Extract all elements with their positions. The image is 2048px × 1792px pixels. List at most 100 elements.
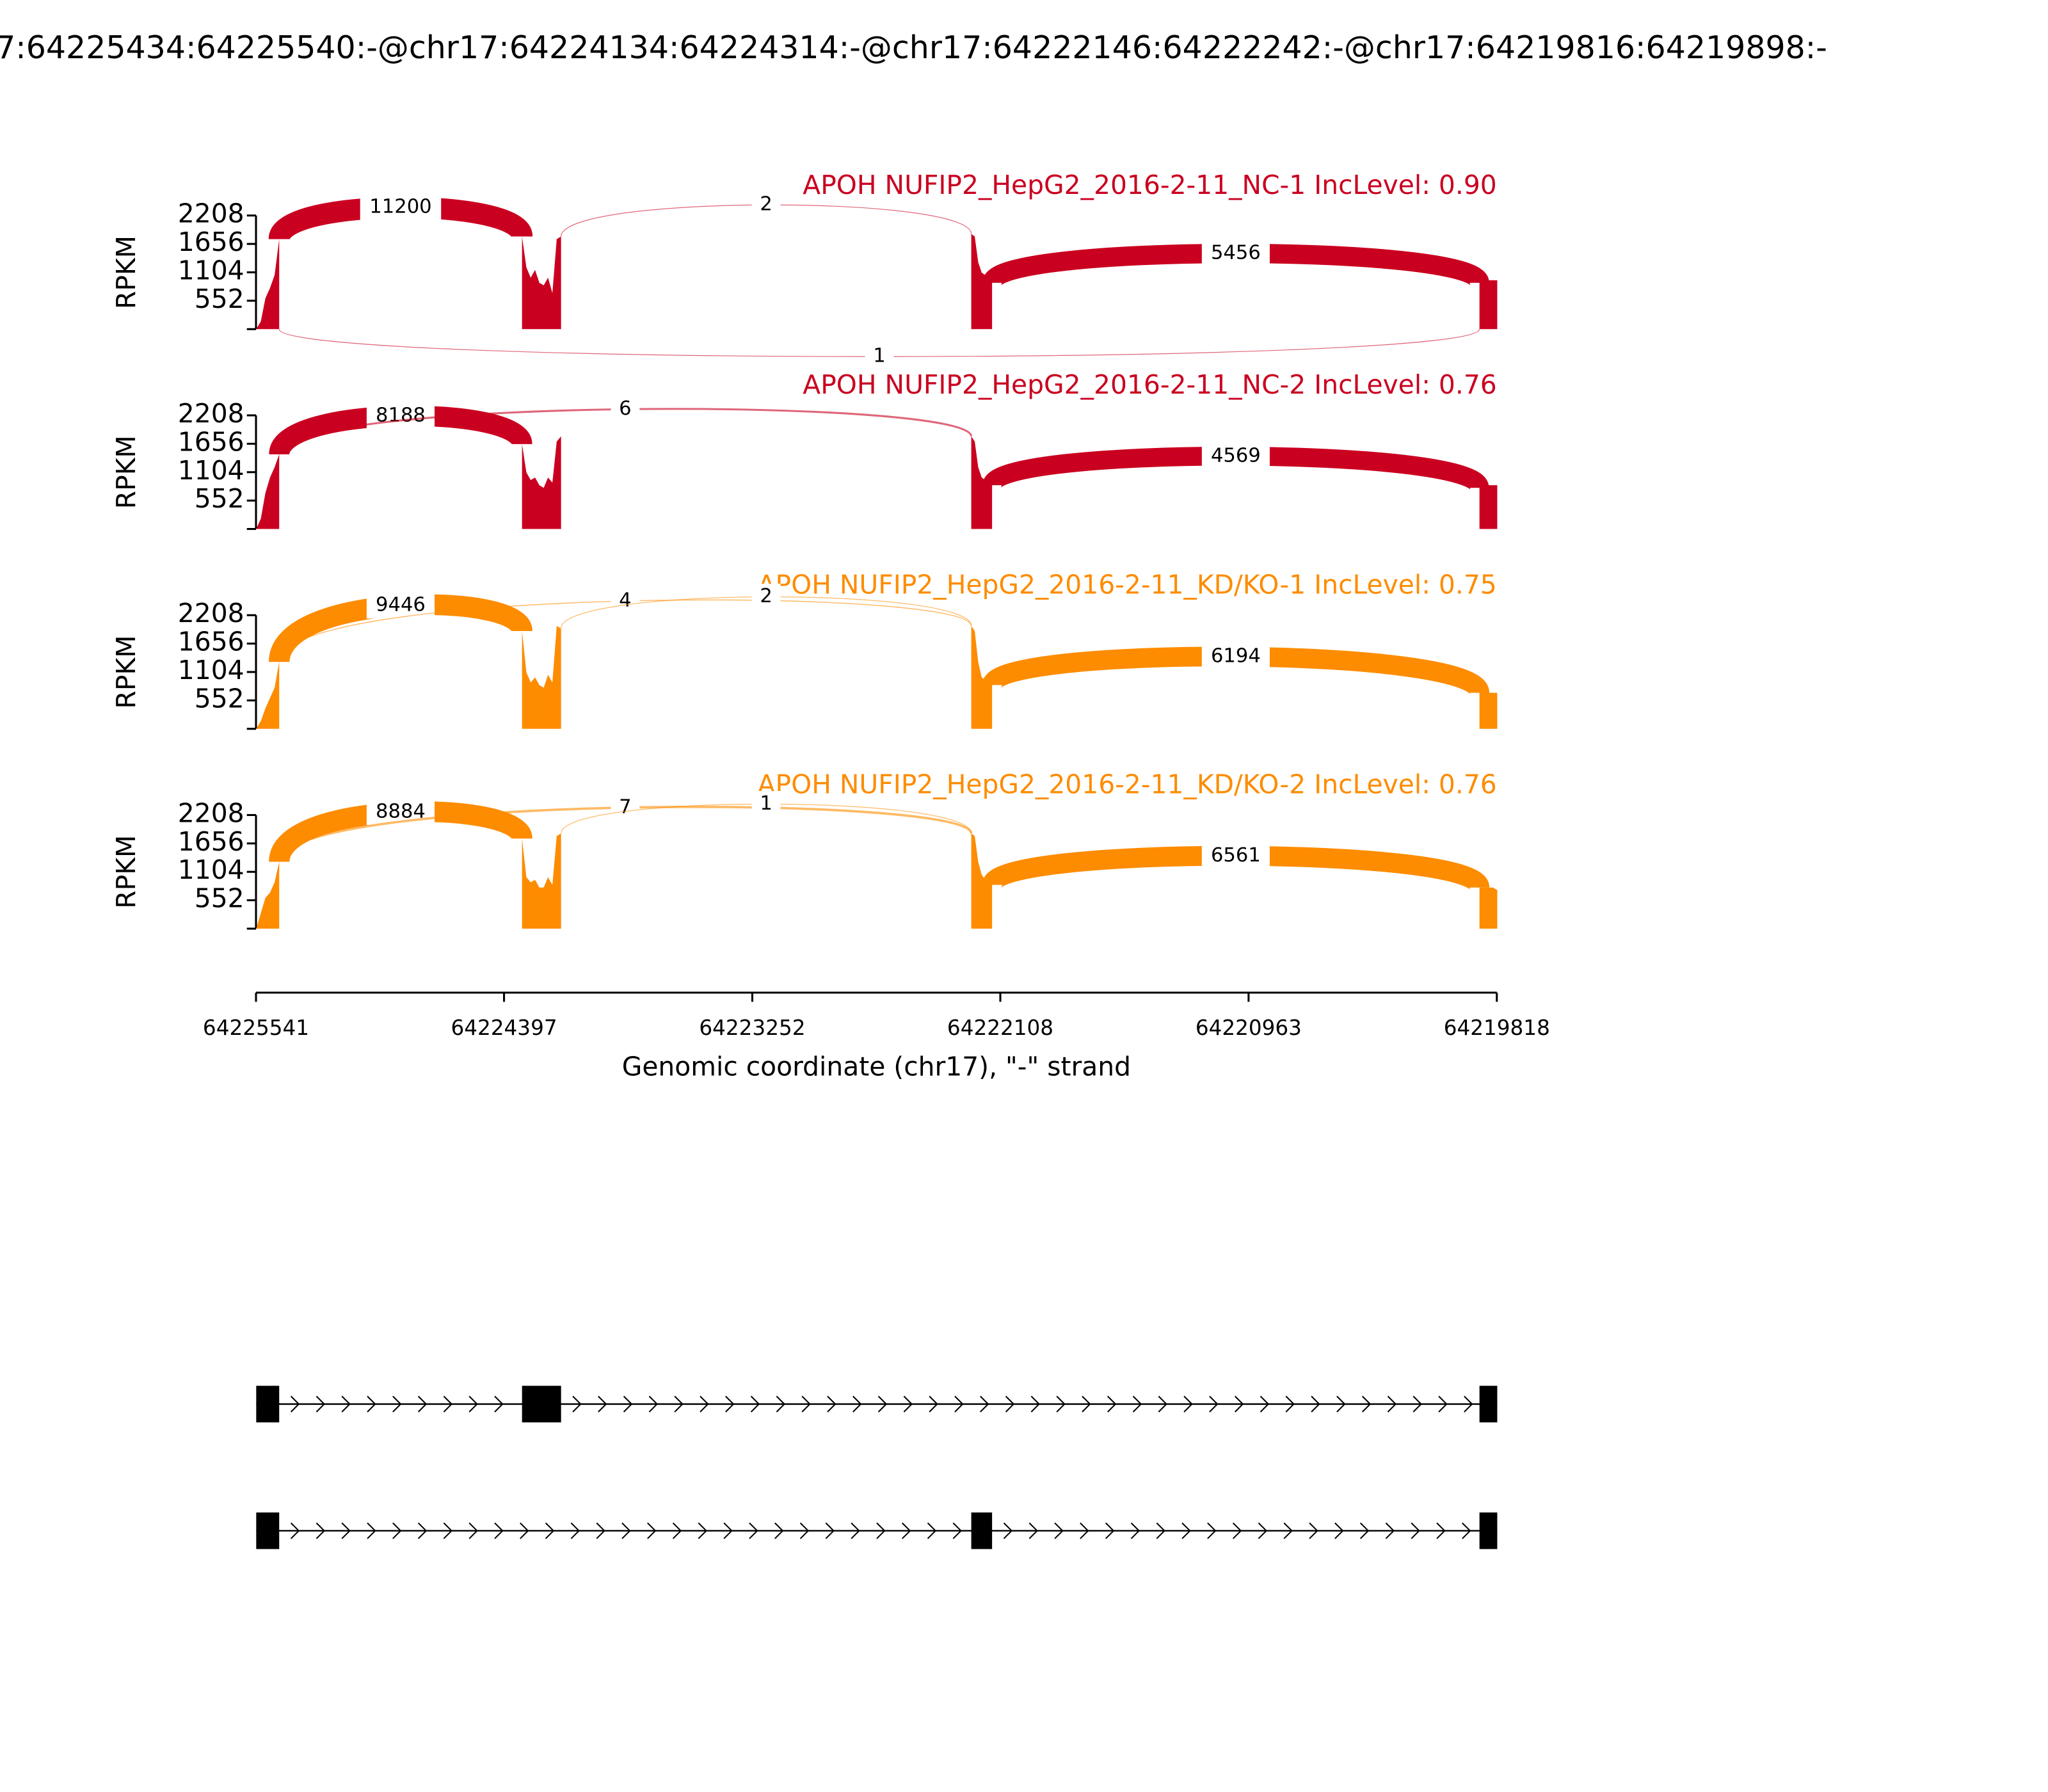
strand-arrow [1464, 1395, 1473, 1412]
junction-label: 2 [760, 193, 772, 216]
coverage [256, 454, 280, 529]
strand-arrow [750, 1395, 760, 1412]
y-tick-label: 1104 [178, 854, 244, 885]
strand-arrow [468, 1395, 478, 1412]
strand-arrow [1412, 1395, 1422, 1412]
y-tick-label: 2208 [178, 598, 244, 628]
strand-arrow [827, 1395, 836, 1412]
strand-arrow [1462, 1522, 1471, 1539]
strand-arrow [700, 1395, 709, 1412]
coverage [1479, 887, 1498, 929]
y-tick-label: 552 [195, 683, 244, 714]
panel-label: APOH NUFIP2_HepG2_2016-2-11_KD/KO-1 IncL… [758, 569, 1497, 600]
strand-arrow [623, 1395, 633, 1412]
strand-arrow [316, 1395, 326, 1412]
y-tick-label: 1656 [178, 627, 244, 657]
strand-arrow [1030, 1395, 1041, 1412]
strand-arrow [417, 1522, 428, 1539]
junction-label: 6561 [1211, 844, 1261, 867]
y-tick-label: 2208 [178, 398, 244, 429]
coverage [971, 625, 993, 729]
strand-arrow [1209, 1395, 1219, 1412]
x-tick-label: 64220963 [1196, 1016, 1302, 1040]
y-tick-label: 2208 [178, 797, 244, 828]
strand-arrow [672, 1522, 682, 1539]
strand-arrow [852, 1395, 862, 1412]
x-tick-label: 64224397 [451, 1016, 557, 1040]
junction-label-box [1201, 842, 1270, 869]
strand-arrow [1258, 1522, 1268, 1539]
strand-arrow [674, 1395, 684, 1412]
strand-arrow [392, 1395, 402, 1412]
strand-arrow [596, 1522, 605, 1539]
strand-arrow [1080, 1522, 1089, 1539]
y-axis-label: RPKM [111, 435, 141, 509]
strand-arrow [725, 1395, 735, 1412]
strand-arrow [520, 1522, 529, 1539]
strand-arrow [980, 1395, 989, 1412]
coverage [522, 833, 561, 929]
strand-arrow [290, 1522, 300, 1539]
strand-arrow [443, 1522, 453, 1539]
junction-label-box [1201, 443, 1270, 470]
strand-arrow [801, 1395, 811, 1412]
panel-label: APOH NUFIP2_HepG2_2016-2-11_NC-1 IncLeve… [803, 170, 1496, 200]
strand-arrow [1361, 1395, 1372, 1412]
junction-label-box [751, 790, 781, 817]
y-tick-label: 1104 [178, 255, 244, 286]
junction-label: 4569 [1211, 444, 1261, 467]
coverage [522, 625, 561, 729]
x-tick-label: 64222108 [947, 1016, 1053, 1040]
strand-arrow [494, 1522, 504, 1539]
strand-arrow [545, 1522, 555, 1539]
strand-arrow [1232, 1522, 1242, 1539]
panel-label: APOH NUFIP2_HepG2_2016-2-11_KD/KO-2 IncL… [758, 769, 1497, 800]
strand-arrow [1438, 1395, 1448, 1412]
strand-arrow [901, 1522, 911, 1539]
coverage [522, 436, 561, 529]
junction-label: 1 [873, 345, 885, 367]
strand-arrow [1436, 1522, 1446, 1539]
strand-arrow [1005, 1395, 1015, 1412]
strand-arrow [954, 1395, 964, 1412]
strand-arrow [1309, 1522, 1318, 1539]
y-tick-label: 1104 [178, 455, 244, 486]
junction-label-box [1201, 240, 1270, 267]
strand-arrow [927, 1522, 937, 1539]
junction-label-box [611, 396, 640, 422]
strand-arrow [903, 1395, 913, 1412]
junction-label-box [865, 343, 894, 370]
strand-arrow [392, 1522, 402, 1539]
strand-arrow [367, 1522, 376, 1539]
junction-label: 11200 [369, 196, 431, 218]
strand-arrow [494, 1395, 504, 1412]
strand-arrow [723, 1522, 733, 1539]
junction-label: 5456 [1211, 241, 1261, 264]
coverage [522, 236, 561, 330]
strand-arrow [774, 1522, 784, 1539]
strand-arrow [1411, 1522, 1420, 1539]
strand-arrow [851, 1522, 860, 1539]
panel-label: APOH NUFIP2_HepG2_2016-2-11_NC-2 IncLeve… [803, 369, 1496, 400]
strand-arrow [1107, 1395, 1117, 1412]
y-tick-label: 1656 [178, 426, 244, 457]
y-axis-label: RPKM [111, 835, 141, 909]
strand-arrow [468, 1522, 478, 1539]
strand-arrow [316, 1522, 326, 1539]
y-tick-label: 552 [195, 483, 244, 514]
coverage [1479, 280, 1498, 330]
junction-label: 4 [619, 589, 631, 612]
strand-arrow [1130, 1522, 1140, 1539]
strand-arrow [1082, 1395, 1091, 1412]
strand-arrow [1285, 1395, 1295, 1412]
junction-label-box [611, 794, 640, 821]
y-tick-label: 2208 [178, 198, 244, 229]
y-tick-label: 1656 [178, 826, 244, 857]
exon-box [971, 1512, 993, 1549]
exon-box [1479, 1386, 1498, 1423]
coverage [971, 234, 993, 330]
strand-arrow [776, 1395, 786, 1412]
strand-arrow [749, 1522, 758, 1539]
